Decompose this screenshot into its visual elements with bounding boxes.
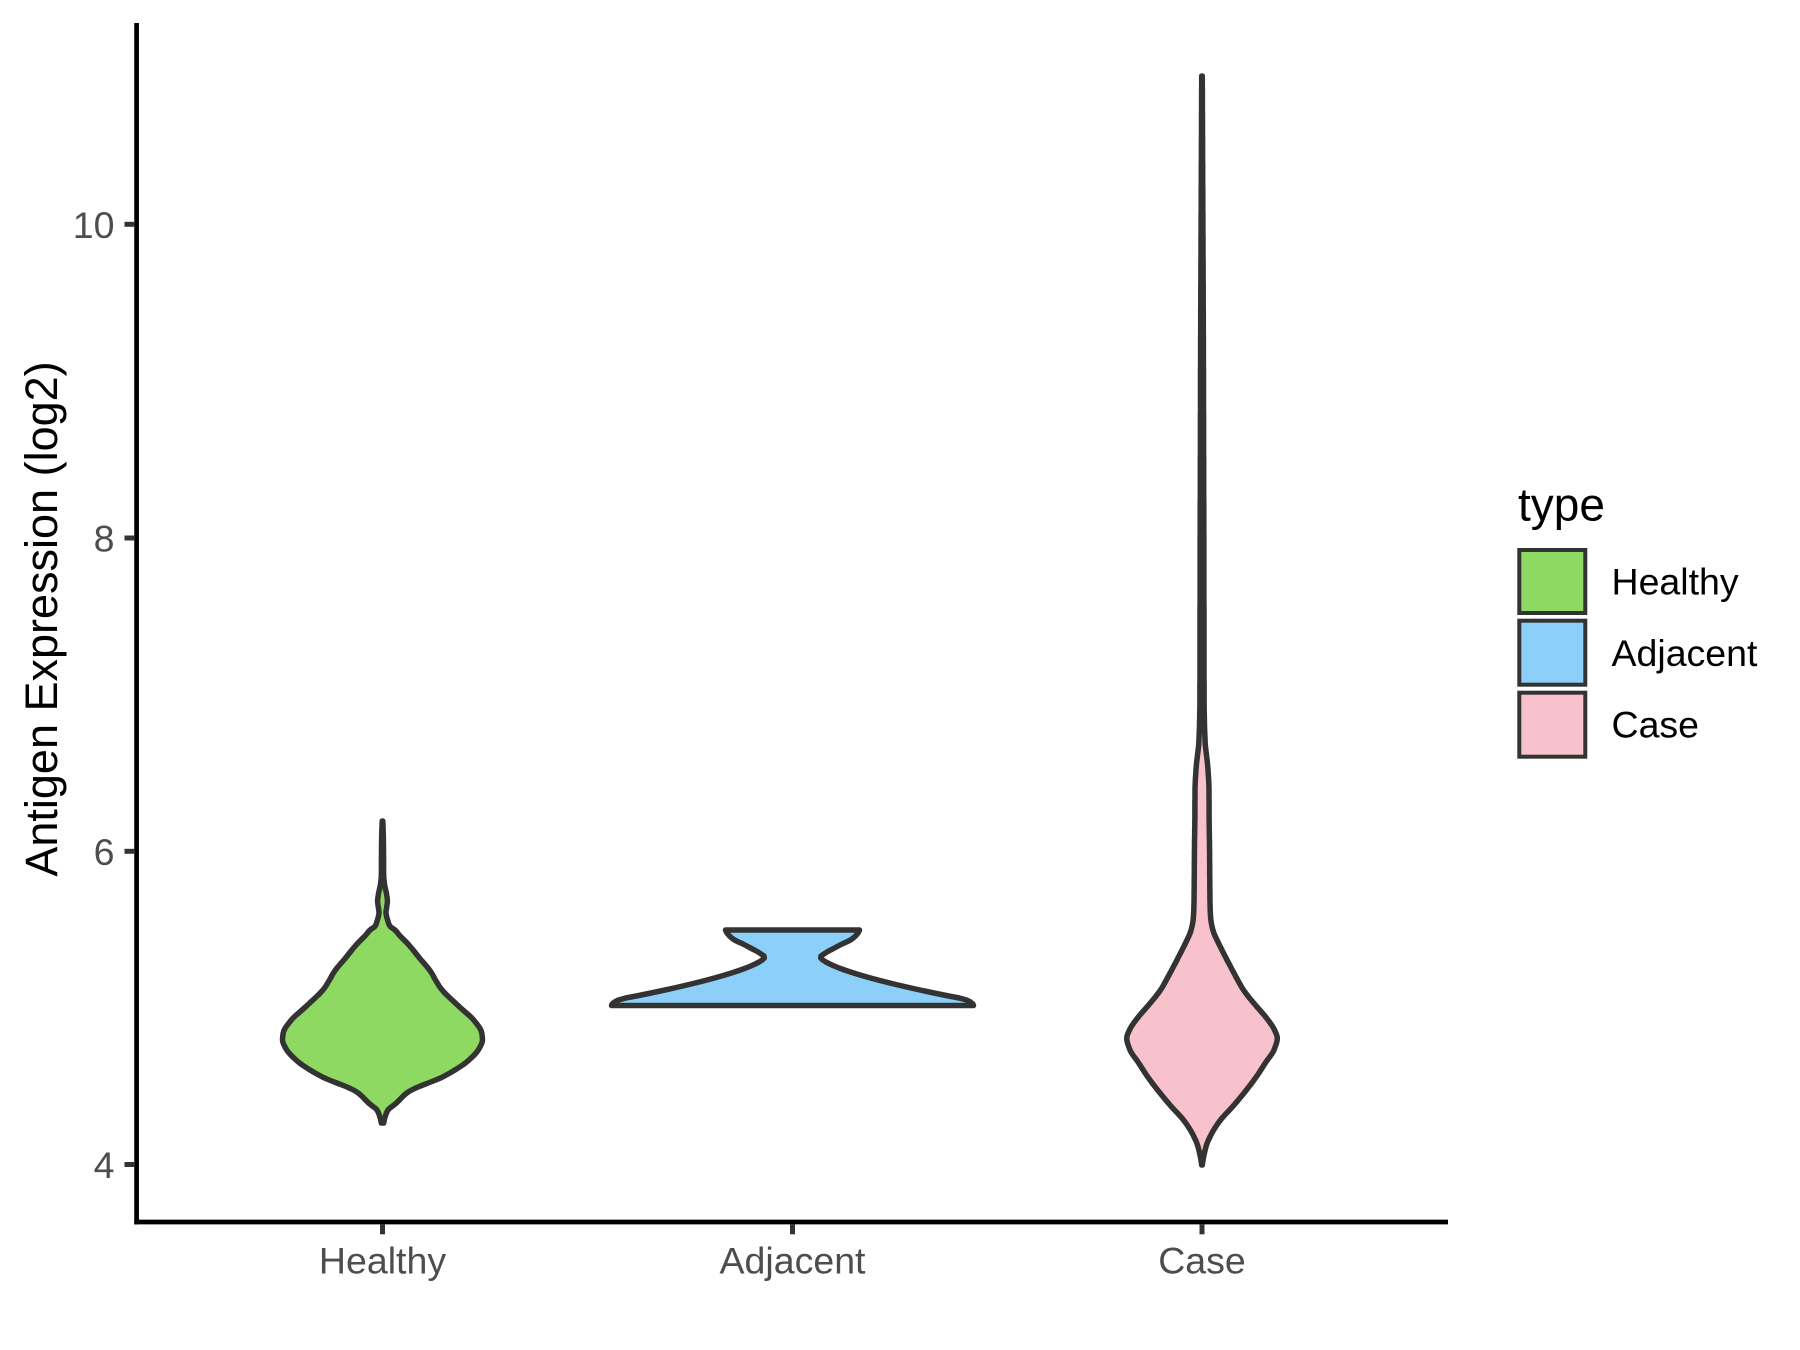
svg-text:Adjacent: Adjacent [720, 1239, 867, 1281]
svg-text:8: 8 [94, 518, 115, 560]
svg-text:Adjacent: Adjacent [1612, 632, 1759, 674]
svg-text:Antigen Expression (log2): Antigen Expression (log2) [16, 361, 67, 876]
svg-text:Case: Case [1612, 704, 1700, 746]
svg-text:Case: Case [1158, 1239, 1246, 1281]
svg-text:Healthy: Healthy [319, 1239, 446, 1281]
svg-text:10: 10 [73, 204, 115, 246]
svg-text:4: 4 [94, 1144, 115, 1186]
svg-text:Healthy: Healthy [1612, 561, 1739, 603]
svg-text:type: type [1518, 479, 1605, 531]
svg-text:6: 6 [94, 831, 115, 873]
